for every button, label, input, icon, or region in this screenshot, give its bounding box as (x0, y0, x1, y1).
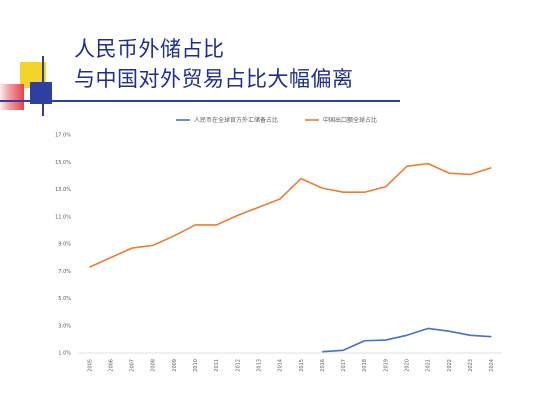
x-tick-label: 2024 (489, 359, 495, 372)
x-tick-label: 2005 (87, 359, 93, 372)
x-tick-label: 2021 (426, 359, 432, 372)
legend-label: 中国出口额全球占比 (323, 116, 377, 124)
y-tick-label: 1.0% (58, 351, 71, 357)
slide-title: 人民币外储占比 与中国对外贸易占比大幅偏离 (74, 34, 354, 94)
x-tick-label: 2018 (362, 359, 368, 372)
x-tick-label: 2017 (341, 359, 347, 372)
y-tick-label: 17.0% (55, 133, 71, 139)
x-tick-label: 2011 (214, 359, 220, 372)
x-tick-label: 2016 (320, 359, 326, 372)
x-tick-label: 2008 (151, 359, 157, 372)
y-tick-label: 9.0% (58, 242, 71, 248)
x-tick-label: 2007 (130, 359, 136, 372)
y-tick-label: 13.0% (55, 187, 71, 193)
deco-vertical-line (42, 56, 44, 116)
deco-horizontal-line (0, 100, 400, 102)
x-tick-label: 2015 (299, 359, 305, 372)
x-tick-label: 2010 (193, 359, 199, 372)
deco-blue-square (30, 82, 52, 104)
x-tick-label: 2014 (278, 359, 284, 372)
title-line-1: 人民币外储占比 (74, 37, 225, 61)
x-tick-label: 2012 (235, 359, 241, 372)
title-line-2: 与中国对外贸易占比大幅偏离 (74, 67, 354, 91)
y-tick-label: 5.0% (58, 296, 71, 302)
x-tick-label: 2020 (405, 359, 411, 372)
x-tick-label: 2006 (108, 359, 114, 372)
x-tick-label: 2022 (447, 359, 453, 372)
x-tick-label: 2023 (468, 359, 474, 372)
legend-label: 人民币在全球官方外汇储备占比 (194, 116, 278, 124)
y-tick-label: 15.0% (55, 160, 71, 166)
y-tick-label: 3.0% (58, 323, 71, 329)
y-tick-label: 7.0% (58, 269, 71, 275)
x-tick-label: 2009 (172, 359, 178, 372)
x-tick-label: 2019 (383, 359, 389, 372)
y-tick-label: 11.0% (55, 214, 71, 220)
series-line-reserve-share (322, 327, 492, 353)
deco-red-square (0, 84, 24, 110)
series-line-export-share (89, 162, 492, 268)
x-tick-label: 2013 (256, 359, 262, 372)
